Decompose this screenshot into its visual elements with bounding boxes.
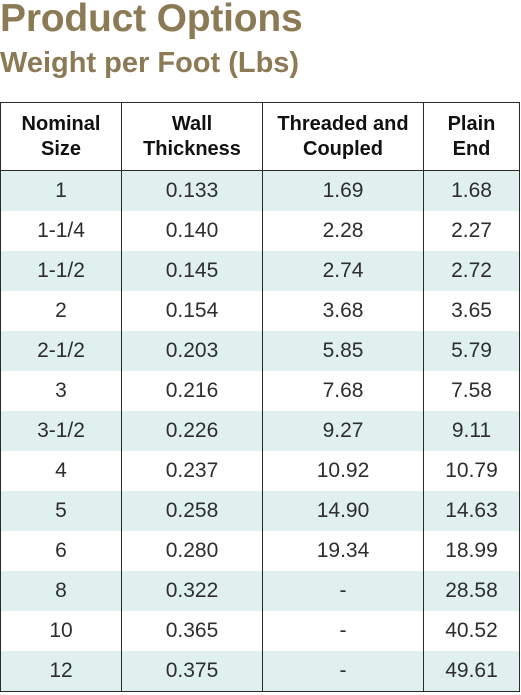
cell-plain-end: 18.99 [423, 531, 520, 571]
cell-wall-thickness: 0.258 [121, 491, 263, 531]
cell-nominal-size: 1 [0, 170, 122, 211]
cell-threaded-and-coupled: 10.92 [262, 451, 424, 491]
header-nominal-size: Nominal Size [0, 102, 122, 171]
table-header: Nominal Size Wall Thickness Threaded and… [0, 102, 520, 171]
cell-threaded-and-coupled: 2.74 [262, 251, 424, 291]
cell-threaded-and-coupled: - [262, 571, 424, 611]
cell-wall-thickness: 0.280 [121, 531, 263, 571]
cell-plain-end: 7.58 [423, 371, 520, 411]
table-row: 1-1/4 0.140 2.28 2.27 [0, 211, 520, 251]
table-row: 3-1/2 0.226 9.27 9.11 [0, 411, 520, 451]
table-row: 10 0.365 - 40.52 [0, 611, 520, 651]
cell-wall-thickness: 0.322 [121, 571, 263, 611]
table-row: 2-1/2 0.203 5.85 5.79 [0, 331, 520, 371]
cell-threaded-and-coupled: - [262, 651, 424, 692]
cell-plain-end: 5.79 [423, 331, 520, 371]
cell-wall-thickness: 0.365 [121, 611, 263, 651]
header-plain-end: Plain End [423, 102, 520, 171]
cell-wall-thickness: 0.216 [121, 371, 263, 411]
cell-wall-thickness: 0.203 [121, 331, 263, 371]
table-row: 2 0.154 3.68 3.65 [0, 291, 520, 331]
cell-threaded-and-coupled: 5.85 [262, 331, 424, 371]
table-body: 1 0.133 1.69 1.68 1-1/4 0.140 2.28 2.27 … [0, 170, 520, 692]
cell-threaded-and-coupled: - [262, 611, 424, 651]
table-header-row: Nominal Size Wall Thickness Threaded and… [0, 102, 520, 171]
table-row: 6 0.280 19.34 18.99 [0, 531, 520, 571]
cell-wall-thickness: 0.145 [121, 251, 263, 291]
header-threaded-and-coupled: Threaded and Coupled [262, 102, 424, 171]
cell-threaded-and-coupled: 1.69 [262, 170, 424, 211]
cell-threaded-and-coupled: 19.34 [262, 531, 424, 571]
cell-nominal-size: 1-1/4 [0, 211, 122, 251]
table-row: 8 0.322 - 28.58 [0, 571, 520, 611]
cell-threaded-and-coupled: 3.68 [262, 291, 424, 331]
table-row: 3 0.216 7.68 7.58 [0, 371, 520, 411]
cell-wall-thickness: 0.140 [121, 211, 263, 251]
cell-plain-end: 1.68 [423, 170, 520, 211]
table-row: 1 0.133 1.69 1.68 [0, 170, 520, 211]
cell-nominal-size: 12 [0, 651, 122, 692]
table-row: 1-1/2 0.145 2.74 2.72 [0, 251, 520, 291]
cell-plain-end: 2.27 [423, 211, 520, 251]
cell-nominal-size: 4 [0, 451, 122, 491]
cell-wall-thickness: 0.375 [121, 651, 263, 692]
cell-nominal-size: 2-1/2 [0, 331, 122, 371]
cell-plain-end: 9.11 [423, 411, 520, 451]
cell-nominal-size: 10 [0, 611, 122, 651]
cell-nominal-size: 2 [0, 291, 122, 331]
cell-nominal-size: 5 [0, 491, 122, 531]
cell-threaded-and-coupled: 7.68 [262, 371, 424, 411]
cell-nominal-size: 3 [0, 371, 122, 411]
cell-plain-end: 49.61 [423, 651, 520, 692]
header-wall-thickness: Wall Thickness [121, 102, 263, 171]
cell-wall-thickness: 0.237 [121, 451, 263, 491]
cell-threaded-and-coupled: 9.27 [262, 411, 424, 451]
page-subtitle: Weight per Foot (Lbs) [0, 47, 300, 79]
cell-nominal-size: 8 [0, 571, 122, 611]
weight-table: Nominal Size Wall Thickness Threaded and… [0, 102, 520, 692]
cell-nominal-size: 3-1/2 [0, 411, 122, 451]
cell-wall-thickness: 0.154 [121, 291, 263, 331]
table-row: 12 0.375 - 49.61 [0, 651, 520, 692]
cell-plain-end: 40.52 [423, 611, 520, 651]
cell-wall-thickness: 0.133 [121, 170, 263, 211]
cell-plain-end: 3.65 [423, 291, 520, 331]
page-title: Product Options [0, 0, 303, 40]
cell-plain-end: 14.63 [423, 491, 520, 531]
table-row: 5 0.258 14.90 14.63 [0, 491, 520, 531]
cell-nominal-size: 1-1/2 [0, 251, 122, 291]
table-row: 4 0.237 10.92 10.79 [0, 451, 520, 491]
cell-threaded-and-coupled: 14.90 [262, 491, 424, 531]
cell-threaded-and-coupled: 2.28 [262, 211, 424, 251]
cell-plain-end: 28.58 [423, 571, 520, 611]
cell-plain-end: 2.72 [423, 251, 520, 291]
cell-nominal-size: 6 [0, 531, 122, 571]
cell-plain-end: 10.79 [423, 451, 520, 491]
cell-wall-thickness: 0.226 [121, 411, 263, 451]
